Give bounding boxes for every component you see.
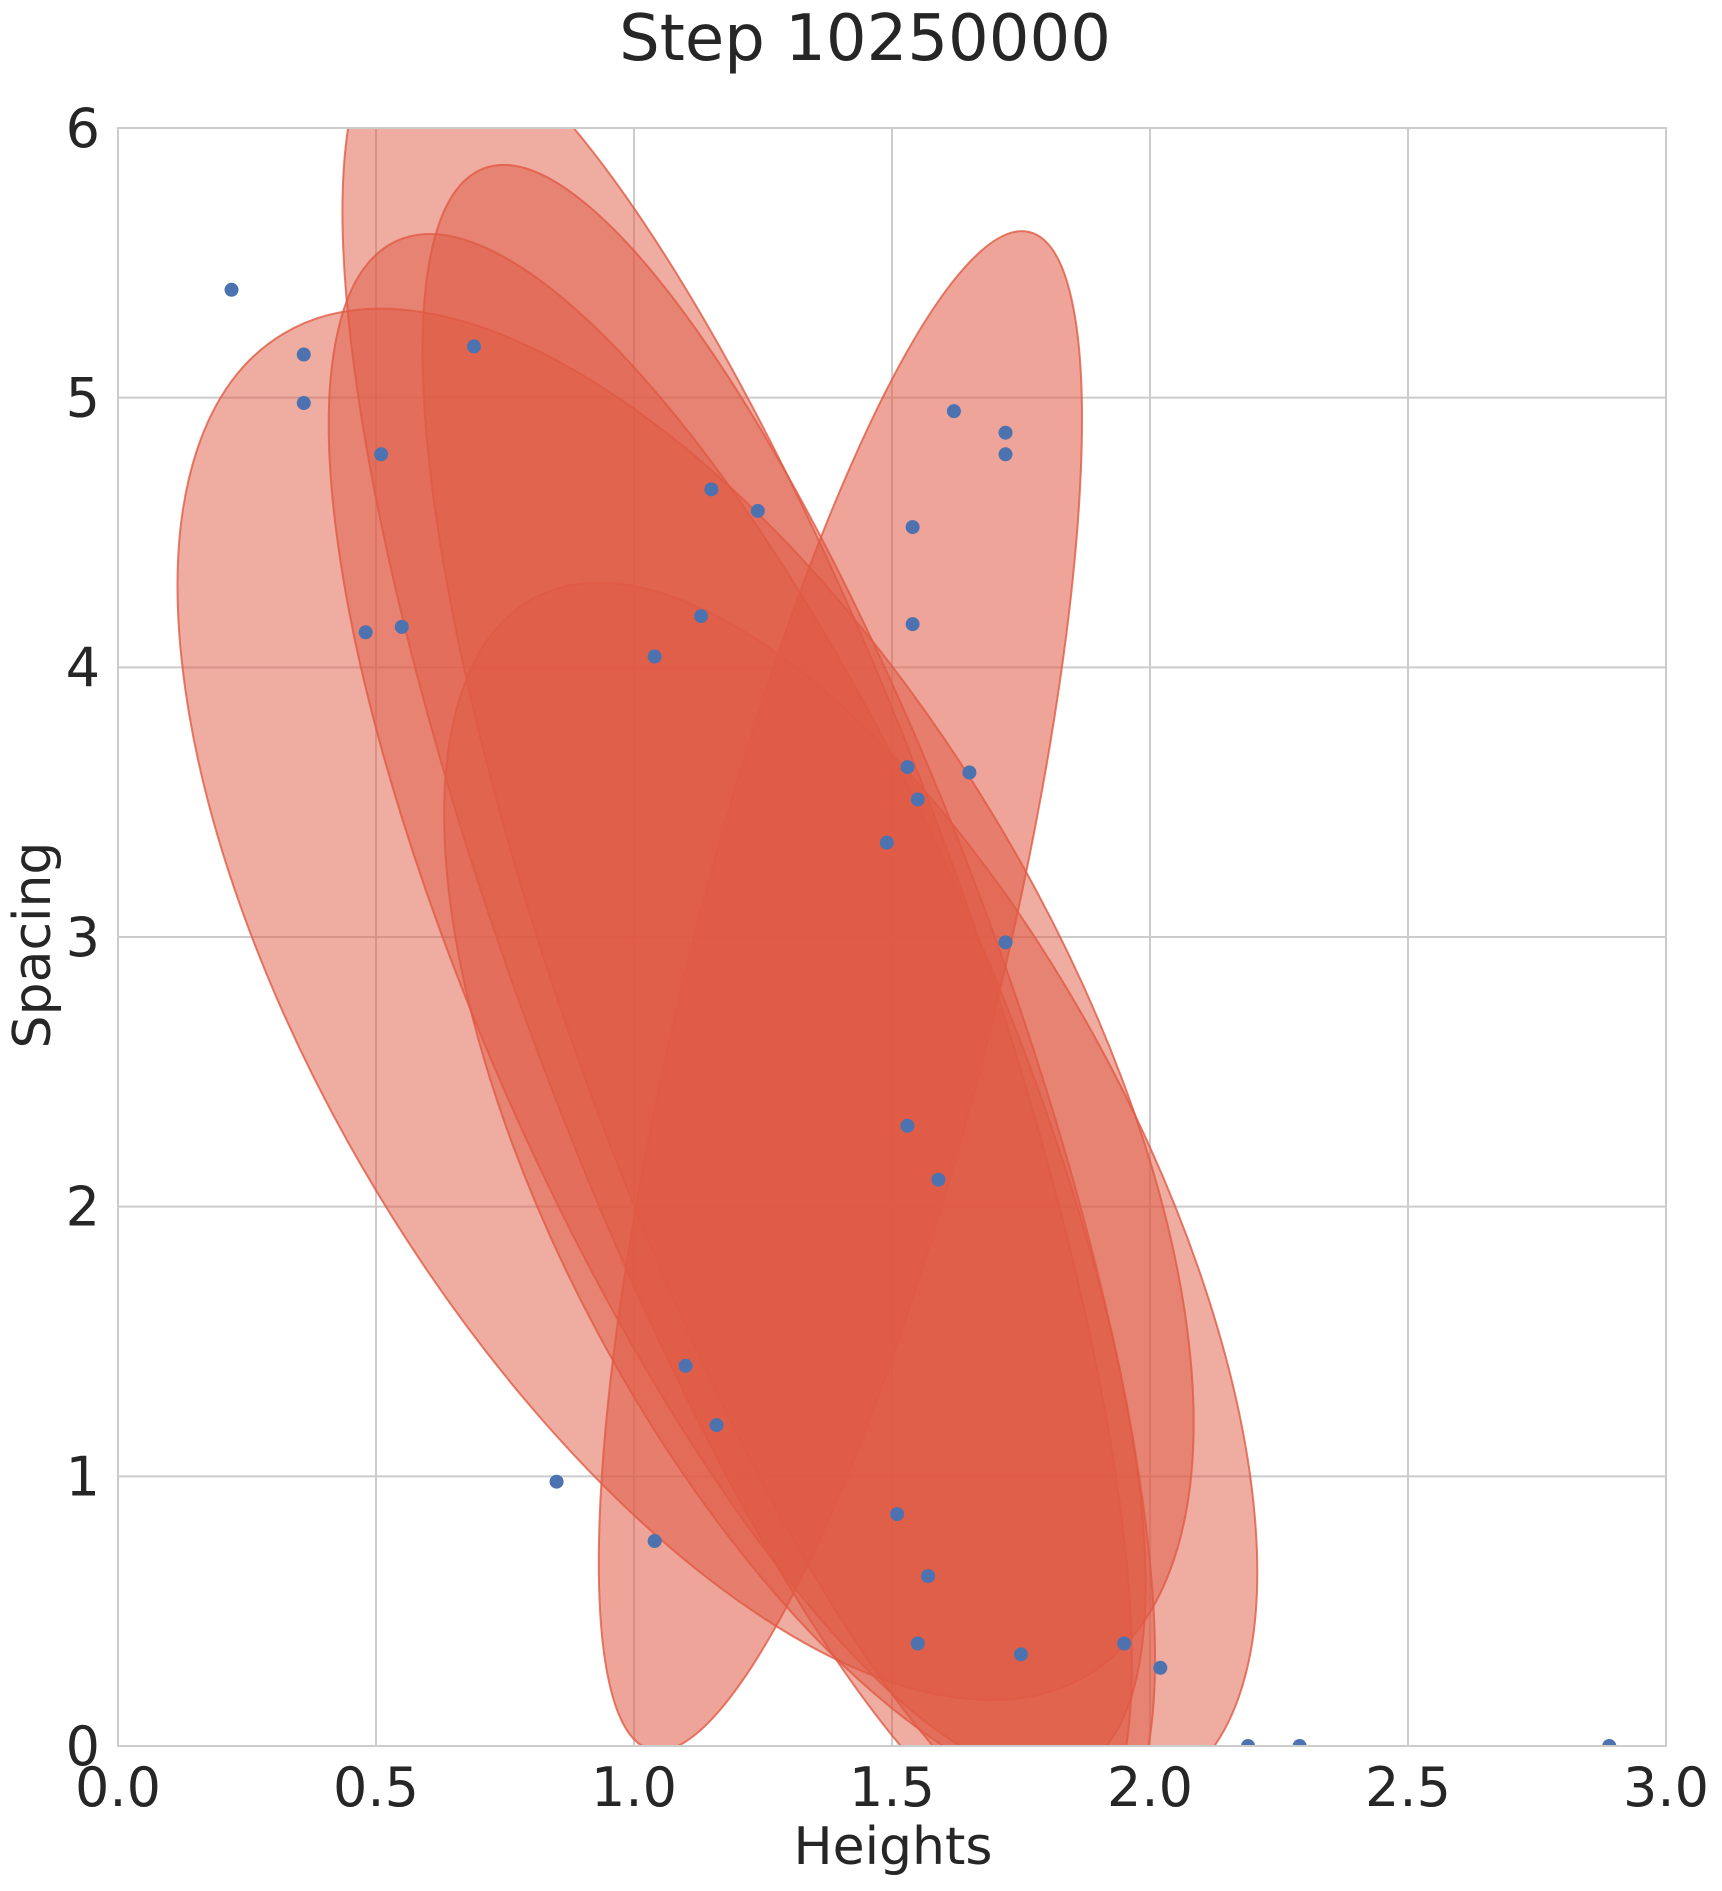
data-point: [394, 619, 409, 634]
data-point: [946, 404, 961, 419]
data-point: [921, 1569, 936, 1584]
data-point: [998, 425, 1013, 440]
y-tick-label: 4: [66, 636, 100, 699]
ellipse-layer: [176, 128, 1259, 1746]
plot-frame: [117, 127, 1667, 1747]
y-tick-label: 3: [66, 906, 100, 969]
y-axis-label: Spacing: [3, 842, 63, 1049]
data-point: [998, 935, 1013, 950]
x-tick-label: 1.5: [849, 1756, 935, 1819]
data-point: [358, 625, 373, 640]
data-point: [374, 447, 389, 462]
data-point: [998, 447, 1013, 462]
data-point: [890, 1507, 905, 1522]
data-point: [296, 396, 311, 411]
x-tick-label: 3.0: [1623, 1756, 1709, 1819]
data-point: [900, 760, 915, 775]
data-point: [905, 520, 920, 535]
data-point: [694, 609, 709, 624]
data-point: [962, 765, 977, 780]
data-point: [224, 282, 239, 297]
data-point: [1602, 1739, 1617, 1746]
data-point: [910, 792, 925, 807]
data-point: [1117, 1636, 1132, 1651]
point-layer: [224, 282, 1617, 1746]
data-point: [1153, 1660, 1168, 1675]
y-tick-label: 6: [66, 97, 100, 160]
data-point: [879, 835, 894, 850]
y-tick-label: 1: [66, 1445, 100, 1508]
x-tick-label: 2.5: [1365, 1756, 1451, 1819]
data-point: [1292, 1739, 1307, 1746]
y-tick-label: 5: [66, 367, 100, 430]
data-point: [905, 617, 920, 632]
data-point: [931, 1172, 946, 1187]
x-tick-label: 0.5: [333, 1756, 419, 1819]
x-tick-label: 2.0: [1107, 1756, 1193, 1819]
data-point: [1241, 1739, 1256, 1746]
data-point: [750, 503, 765, 518]
data-point: [704, 482, 719, 497]
chart-title: Step 10250000: [619, 2, 1111, 76]
data-point: [910, 1636, 925, 1651]
y-tick-label: 2: [66, 1176, 100, 1239]
tick-labels: 0.0 0.5 1.0 1.5 2.0 2.5 3.0 0 1 2 3 4 5 6: [66, 97, 1709, 1819]
x-tick-label: 1.0: [591, 1756, 677, 1819]
data-point: [467, 339, 482, 354]
cluster-ellipse: [597, 230, 1083, 1746]
data-point: [709, 1418, 724, 1433]
data-point: [1014, 1647, 1028, 1662]
y-tick-label: 0: [66, 1715, 100, 1778]
data-point: [549, 1474, 564, 1489]
data-point: [647, 649, 662, 664]
x-tick-label: 0.0: [75, 1756, 161, 1819]
data-point: [900, 1118, 915, 1133]
data-point: [296, 347, 311, 362]
data-point: [647, 1534, 662, 1549]
x-axis-label: Heights: [794, 1817, 993, 1877]
data-point: [678, 1358, 693, 1373]
